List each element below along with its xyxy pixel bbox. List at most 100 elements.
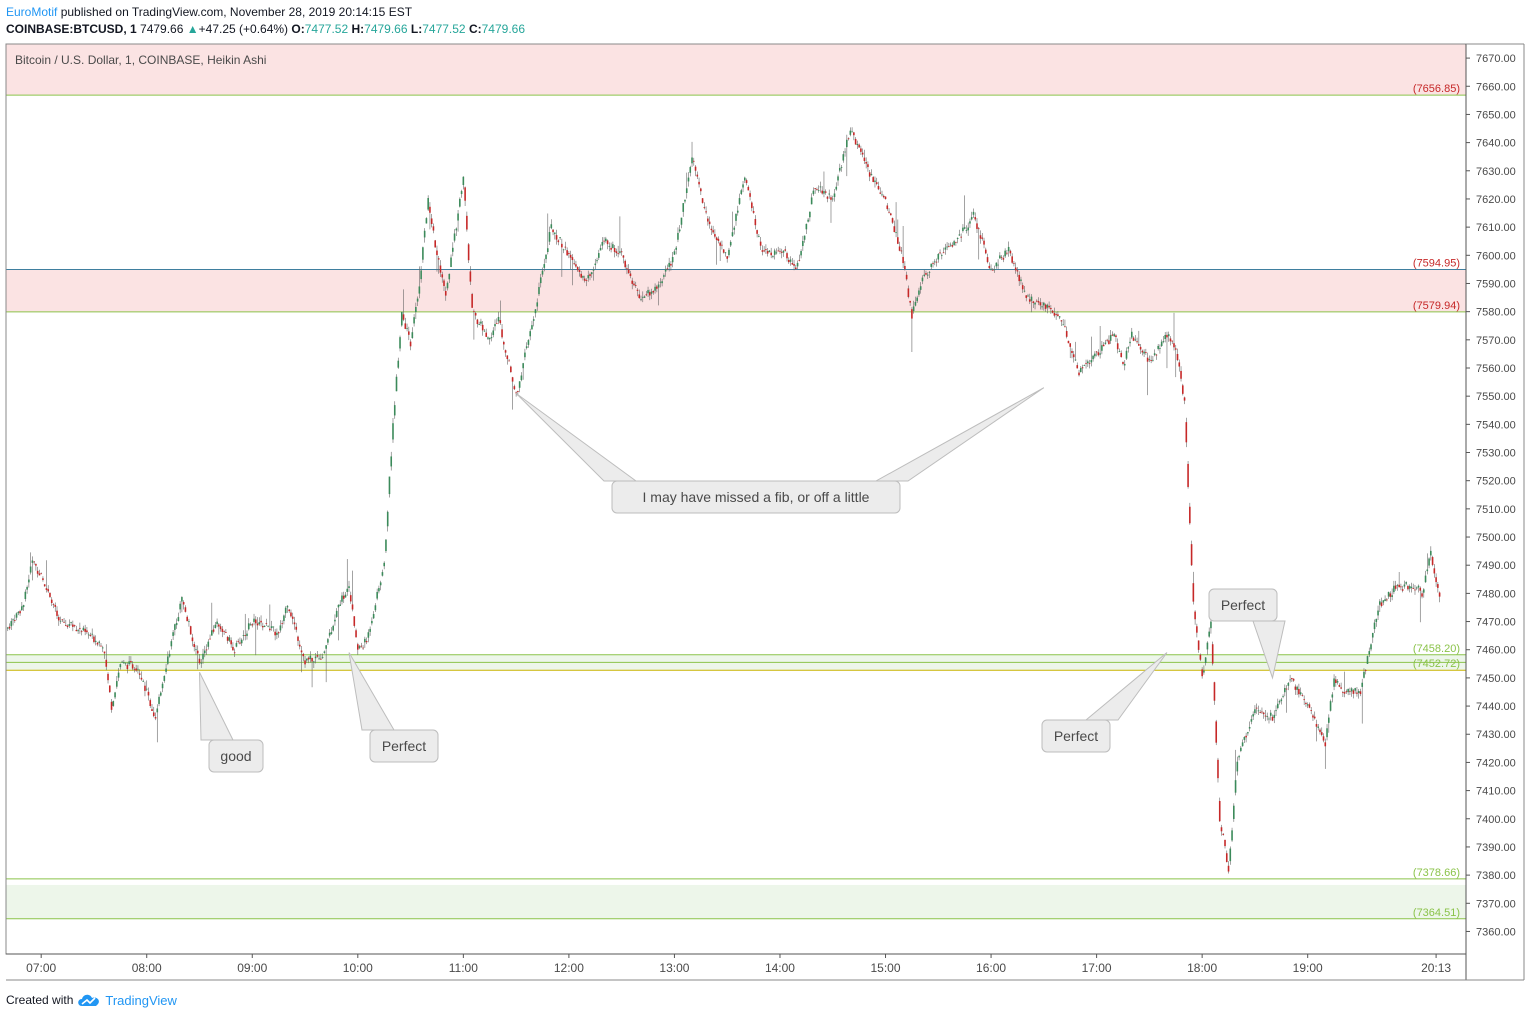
candle-body-566 — [297, 636, 299, 641]
candle-body-847 — [791, 263, 794, 265]
candle-body-661 — [464, 187, 466, 201]
x-tick-label-6: 13:00 — [659, 961, 689, 975]
candle-body-560 — [286, 605, 289, 608]
candle-body-997 — [1055, 314, 1057, 315]
candle-body-873 — [837, 176, 839, 181]
candle-body-939 — [953, 241, 955, 245]
tradingview-brand-link[interactable]: TradingView — [105, 992, 177, 1008]
candle-body-419 — [38, 573, 41, 576]
candle-body-936 — [948, 246, 950, 247]
zone-0 — [6, 44, 1466, 96]
candle-body-817 — [738, 198, 741, 204]
candle-body-976 — [1018, 274, 1021, 282]
candle-body-1002 — [1064, 326, 1066, 328]
candle-body-1030 — [1113, 334, 1115, 337]
candle-body-774 — [663, 275, 665, 277]
candle-body-570 — [304, 660, 306, 665]
candle-body-830 — [761, 250, 764, 252]
candle-body-859 — [812, 190, 815, 195]
candle-body-401 — [6, 627, 9, 629]
candle-body-945 — [963, 227, 966, 229]
candle-body-536 — [244, 635, 247, 636]
candle-body-630 — [409, 341, 412, 347]
candle-body-1146 — [1317, 726, 1320, 728]
candle-body-879 — [847, 138, 850, 140]
candle-body-814 — [733, 227, 736, 230]
candle-body-858 — [810, 197, 813, 205]
candle-body-651 — [446, 282, 449, 289]
candle-body-1133 — [1294, 686, 1297, 690]
candle-body-408 — [19, 611, 21, 614]
candle-body-1180 — [1377, 610, 1379, 616]
candle-body-667 — [474, 313, 477, 316]
candle-body-636 — [420, 270, 422, 280]
candle-body-556 — [279, 625, 282, 631]
candle-body-683 — [503, 341, 505, 345]
candle-body-794 — [698, 181, 700, 185]
author-link[interactable]: EuroMotif — [6, 5, 58, 19]
candle-body-1033 — [1118, 351, 1121, 353]
y-tick-label-24: 7600.00 — [1476, 250, 1516, 262]
candle-body-542 — [254, 619, 257, 624]
candle-body-687 — [510, 366, 512, 373]
candle-body-874 — [838, 167, 841, 171]
candle-body-991 — [1044, 304, 1047, 309]
candle-body-1188 — [1391, 595, 1393, 597]
candle-body-1201 — [1414, 589, 1416, 591]
candle-body-499 — [179, 603, 181, 610]
candle-body-426 — [50, 599, 53, 603]
candle-body-888 — [863, 157, 866, 161]
candle-body-541 — [253, 618, 255, 622]
candle-body-1194 — [1401, 589, 1404, 591]
y-tick-label-19: 7550.00 — [1476, 391, 1516, 403]
candle-body-462 — [114, 692, 116, 698]
candle-body-506 — [191, 637, 194, 642]
candle-body-933 — [942, 252, 945, 254]
candle-body-855 — [805, 223, 808, 230]
candle-body-458 — [107, 673, 109, 681]
candle-body-1186 — [1387, 591, 1390, 597]
candle-body-965 — [999, 255, 1001, 259]
candle-body-806 — [719, 242, 721, 246]
candle-body-634 — [416, 298, 419, 302]
candle-body-1065 — [1174, 348, 1177, 350]
y-tick-label-14: 7500.00 — [1476, 532, 1516, 544]
candle-body-688 — [511, 377, 514, 382]
candle-body-640 — [427, 198, 429, 210]
candle-body-639 — [425, 218, 428, 224]
candle-body-759 — [636, 289, 639, 291]
candle-body-457 — [105, 659, 108, 667]
candle-body-820 — [743, 177, 746, 181]
x-tick-label-11: 18:00 — [1187, 961, 1217, 975]
candle-body-1170 — [1359, 691, 1362, 695]
candle-body-610 — [374, 605, 377, 611]
candle-body-405 — [13, 620, 16, 621]
candle-body-791 — [692, 160, 695, 162]
candle-body-935 — [946, 246, 948, 248]
candle-body-915 — [911, 309, 913, 319]
candle-body-1099 — [1234, 780, 1237, 793]
candle-body-908 — [898, 246, 901, 251]
candle-body-1151 — [1326, 728, 1328, 738]
candle-body-824 — [751, 202, 753, 209]
candle-body-545 — [260, 620, 262, 623]
candle-body-954 — [979, 235, 982, 239]
candle-body-589 — [337, 604, 340, 608]
y-tick-label-21: 7570.00 — [1476, 335, 1516, 347]
candle-body-1157 — [1336, 681, 1339, 683]
candle-body-956 — [983, 240, 985, 245]
candle-body-1035 — [1122, 361, 1124, 364]
candle-body-455 — [101, 647, 104, 649]
candle-body-563 — [291, 616, 294, 619]
candle-body-812 — [729, 241, 732, 246]
candle-body-943 — [960, 236, 962, 238]
candle-body-425 — [49, 592, 51, 597]
candle-body-750 — [620, 251, 623, 253]
candle-body-826 — [754, 219, 757, 226]
candle-body-1109 — [1252, 714, 1254, 717]
candle-body-1175 — [1368, 651, 1371, 655]
low-value: 7477.52 — [422, 22, 466, 36]
candle-body-743 — [608, 245, 611, 247]
candle-body-1126 — [1282, 696, 1284, 697]
